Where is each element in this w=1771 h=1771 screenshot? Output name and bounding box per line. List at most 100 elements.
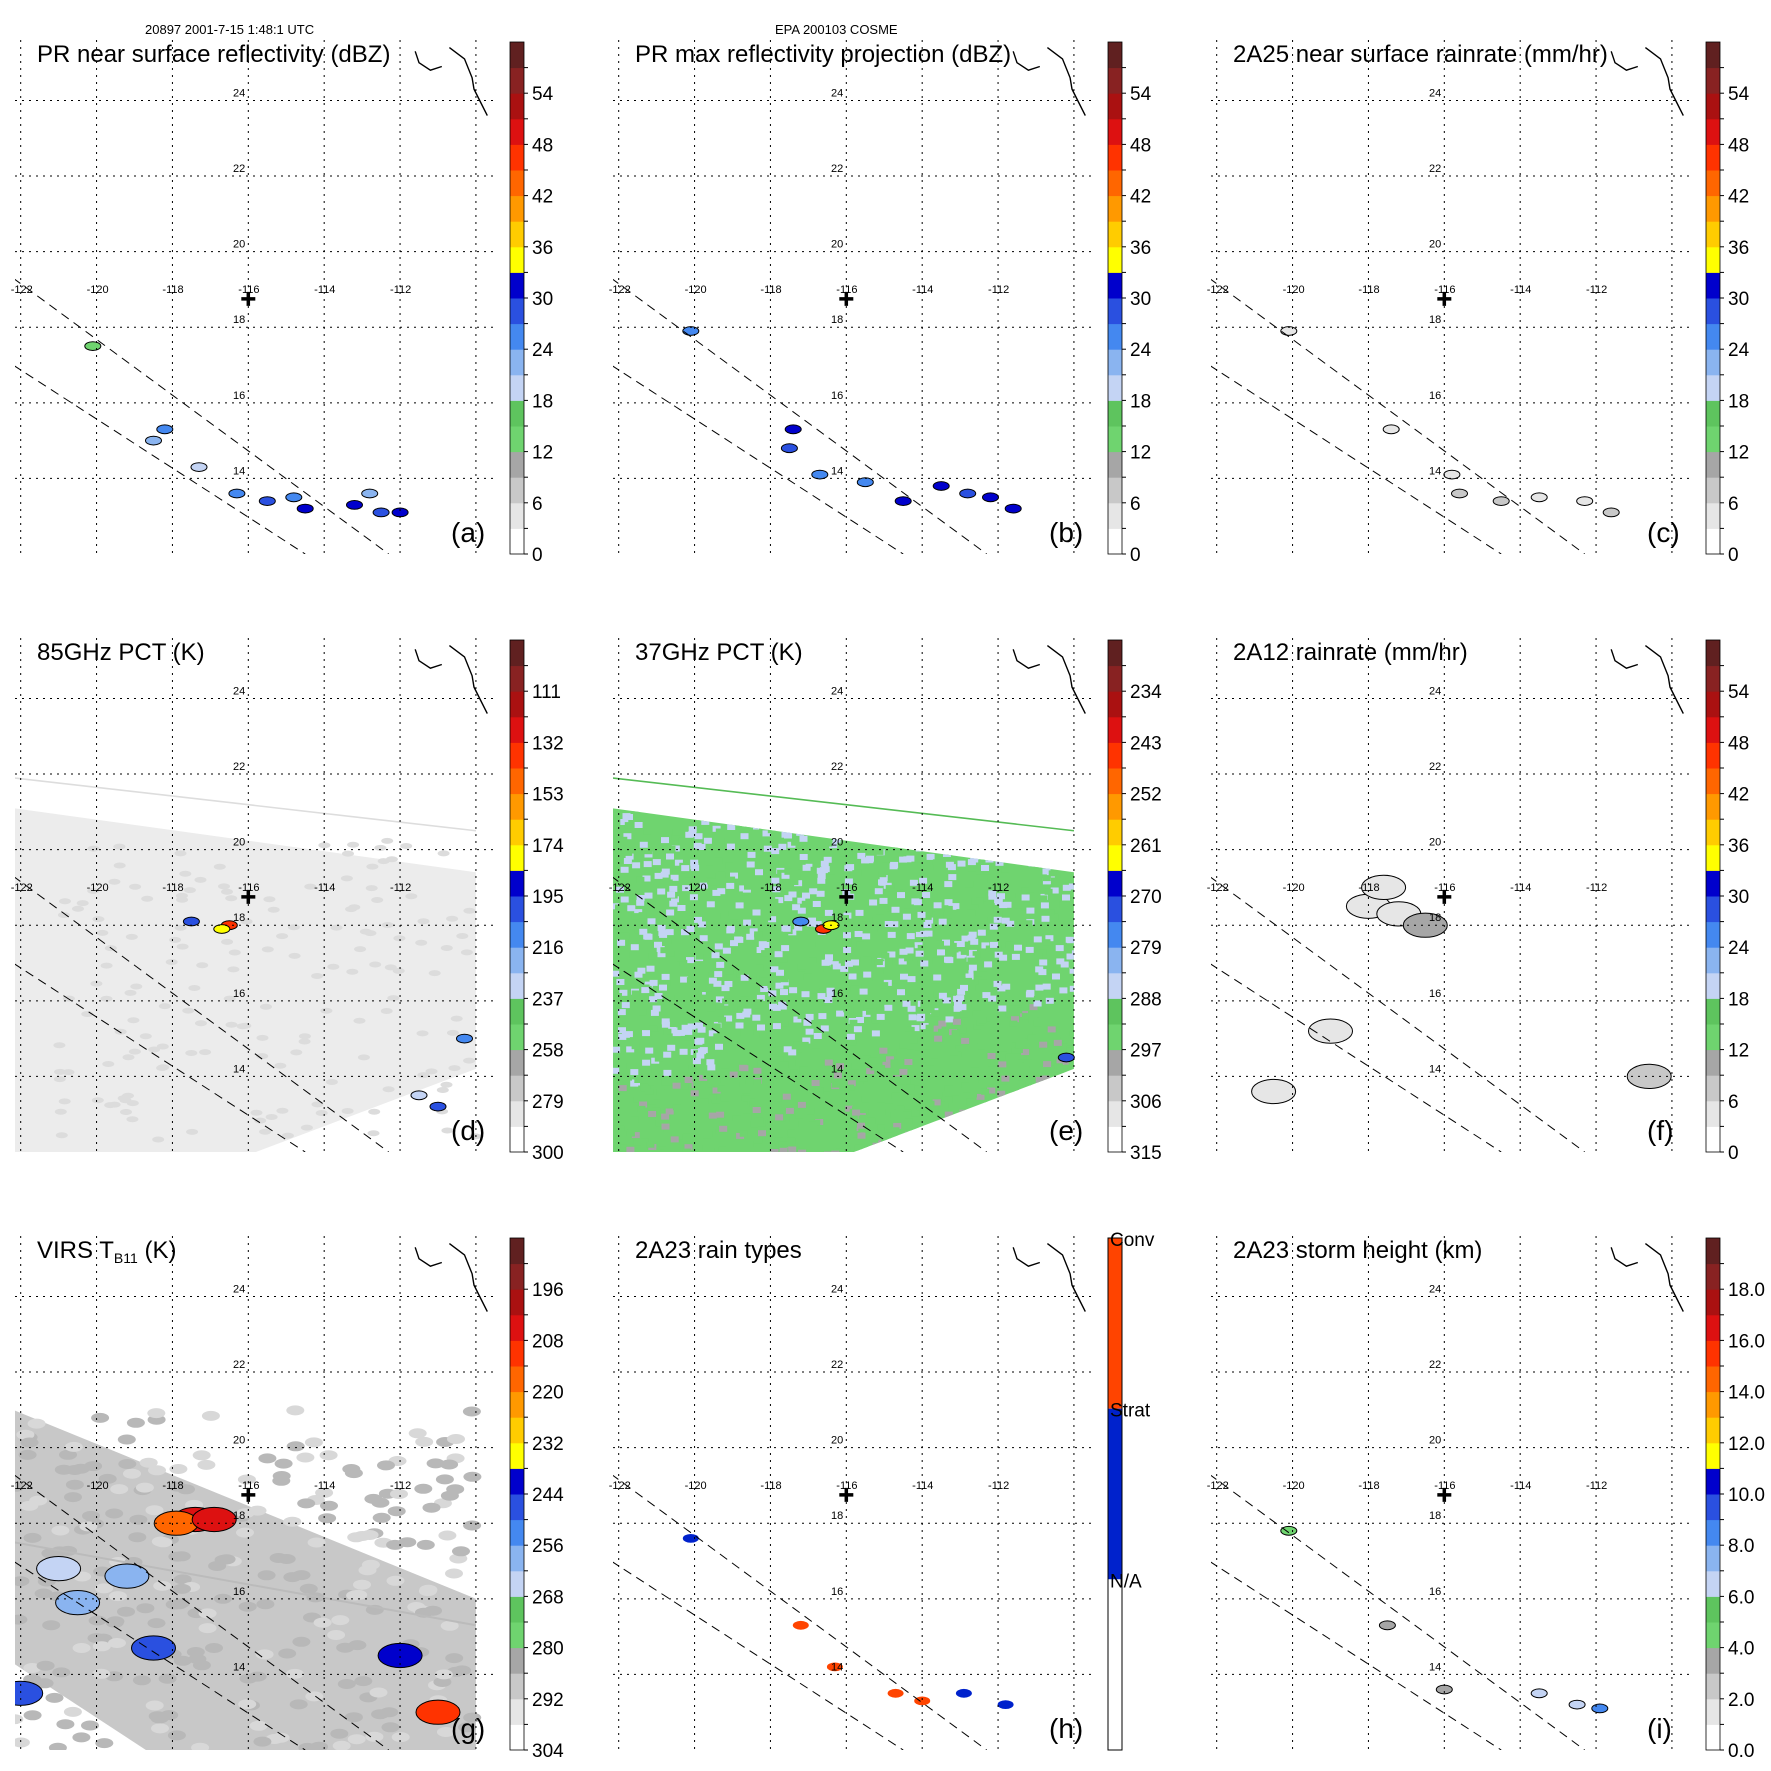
- pct37-pixel: [770, 816, 779, 823]
- colorbar-segment: [510, 118, 524, 145]
- colorbar-segment: [510, 921, 524, 948]
- pct37-pixel: [700, 971, 709, 978]
- lon-tick-label: -120: [685, 1480, 707, 1492]
- pct37-pixel: [799, 812, 808, 819]
- pct37-pixel: [998, 1005, 1007, 1012]
- pct37-pixel: [749, 928, 758, 935]
- pct37-pixel: [998, 1050, 1007, 1056]
- virs-texture: [426, 1458, 445, 1469]
- pct37-pixel: [633, 1139, 642, 1146]
- pr-swath-edge: [1211, 876, 1585, 1152]
- pct37-pixel: [893, 1122, 902, 1129]
- pct85-texture: [405, 893, 418, 900]
- pct37-pixel: [754, 931, 763, 938]
- pct85-texture: [117, 1095, 130, 1102]
- pct85-texture: [381, 837, 394, 844]
- virs-texture: [307, 1537, 326, 1548]
- pct37-pixel: [1002, 852, 1011, 859]
- pct37-pixel: [826, 874, 835, 881]
- colorbar-segment: [510, 426, 524, 453]
- data-cell: [780, 443, 798, 454]
- pct37-pixel: [684, 1076, 693, 1083]
- colorbar-label: 6: [1728, 1092, 1739, 1113]
- pct85-texture: [72, 905, 84, 912]
- colorbar-segment: [1706, 426, 1720, 453]
- pct37-pixel: [1053, 1039, 1062, 1046]
- pct37-pixel: [944, 1096, 953, 1103]
- pct37-pixel: [717, 1085, 726, 1092]
- pct37-pixel: [623, 858, 632, 864]
- pct37-pixel: [938, 918, 947, 925]
- pct37-pixel: [640, 1085, 649, 1092]
- pct37-pixel: [646, 1079, 654, 1086]
- virs-texture: [29, 1495, 48, 1506]
- pct85-texture: [227, 966, 240, 973]
- pct37-pixel: [688, 826, 697, 833]
- data-cell: [36, 1556, 82, 1582]
- pct37-pixel: [874, 888, 883, 895]
- virs-texture: [353, 1579, 371, 1590]
- data-cell: [1402, 912, 1448, 938]
- pct37-pixel: [933, 991, 942, 998]
- pct37-pixel: [831, 1081, 840, 1088]
- pct37-pixel: [638, 912, 647, 919]
- virs-texture: [95, 1738, 114, 1749]
- pct37-pixel: [790, 1121, 799, 1127]
- pct37-pixel: [645, 1047, 654, 1054]
- virs-texture: [445, 1568, 463, 1579]
- pct85-texture: [311, 973, 324, 979]
- pct85-texture: [194, 876, 207, 883]
- colorbar-segment: [1706, 844, 1720, 871]
- pct37-pixel: [1002, 983, 1011, 990]
- pct37-pixel: [669, 885, 678, 892]
- pct37-pixel: [1053, 857, 1062, 864]
- pct37-pixel: [716, 1111, 725, 1118]
- colorbar-segment: [1108, 1075, 1122, 1102]
- data-cell: [456, 1033, 473, 1044]
- pct37-pixel: [973, 1023, 982, 1030]
- pct37-pixel: [769, 1003, 777, 1010]
- panel-title: 2A12 rainrate (mm/hr): [1233, 639, 1468, 666]
- pct37-pixel: [906, 933, 915, 940]
- data-cell: [1004, 503, 1022, 514]
- virs-texture: [238, 1601, 257, 1612]
- colorbar-segment: [1108, 246, 1122, 273]
- pct37-pixel: [1069, 1102, 1074, 1109]
- pct37-pixel: [909, 1037, 918, 1044]
- pct37-pixel: [685, 831, 694, 838]
- data-cell: [1576, 496, 1594, 507]
- virs-texture: [331, 1615, 350, 1626]
- pct37-pixel: [979, 1134, 988, 1141]
- colorbar-segment: [1108, 118, 1122, 145]
- colorbar-frame: [1107, 41, 1123, 555]
- lat-tick-label: 22: [831, 163, 843, 175]
- virs-texture: [330, 1728, 349, 1739]
- lon-tick-label: -116: [1434, 1480, 1455, 1492]
- colorbar-segment: [1706, 42, 1720, 69]
- pct37-pixel: [970, 938, 979, 945]
- pct37-pixel: [945, 861, 954, 868]
- pct37-pixel: [675, 920, 684, 927]
- lat-tick-label: 18: [831, 1510, 843, 1522]
- pct85-texture: [54, 1068, 67, 1075]
- pct37-pixel: [890, 1135, 899, 1141]
- pct37-pixel: [893, 844, 902, 851]
- pct37-pixel: [663, 1028, 672, 1035]
- lon-tick-label: -120: [685, 882, 707, 894]
- lat-tick-label: 14: [831, 1661, 843, 1673]
- pct37-pixel: [1042, 983, 1051, 990]
- pct37-pixel: [797, 1012, 806, 1019]
- pct37-pixel: [708, 1112, 717, 1119]
- virs-texture: [213, 1593, 232, 1604]
- pct37-pixel: [616, 1020, 625, 1027]
- colorbar-segment: [510, 246, 524, 273]
- pct37-pixel: [1035, 1076, 1044, 1083]
- colorbar-segment: [510, 1622, 524, 1649]
- coastline: [1610, 649, 1639, 669]
- pct37-pixel: [843, 947, 852, 953]
- pct37-pixel: [812, 901, 821, 907]
- colorbar-segment: [1108, 665, 1122, 692]
- pct37-pixel: [1014, 1007, 1023, 1014]
- colorbar-label: 280: [532, 1639, 564, 1660]
